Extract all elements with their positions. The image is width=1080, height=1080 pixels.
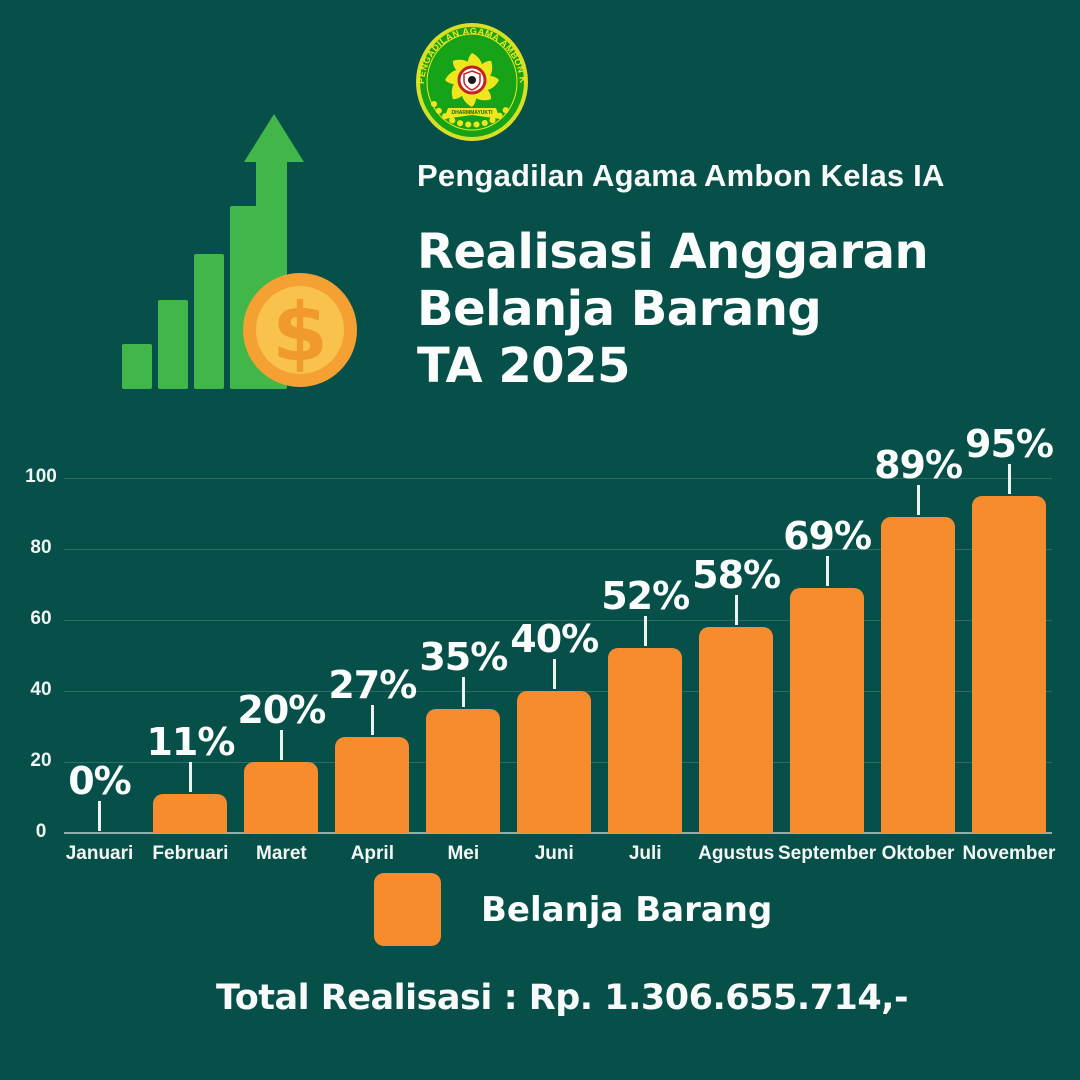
bar-agustus <box>699 627 774 833</box>
y-tick-label: 40 <box>30 679 52 700</box>
value-callout-line <box>916 485 920 516</box>
logo-banner-text: DHARMMAYUKTI <box>452 110 494 116</box>
bar-september <box>790 588 865 833</box>
bar-mei <box>426 708 501 833</box>
value-callout-line <box>734 595 738 626</box>
x-tick-juli: Juli <box>628 843 662 864</box>
value-label-juli: 52% <box>601 574 690 619</box>
gridline <box>64 619 1052 621</box>
gridline <box>64 548 1052 550</box>
chart-legend: Belanja Barang <box>374 873 772 946</box>
x-tick-maret: Maret <box>256 843 307 864</box>
y-tick-label: 20 <box>30 750 52 771</box>
organization-name: Pengadilan Agama Ambon Kelas IA <box>417 158 945 193</box>
bar-november <box>972 495 1046 833</box>
value-callout-line <box>370 705 374 736</box>
bar-juli <box>608 648 683 833</box>
value-label-januari: 0% <box>68 759 132 803</box>
x-tick-november: November <box>962 843 1056 864</box>
title-line-3: TA 2025 <box>417 338 630 394</box>
bar-maret <box>244 762 319 833</box>
value-label-september: 69% <box>783 514 872 559</box>
total-label: Total Realisasi : <box>216 978 518 1018</box>
x-tick-februari: Februari <box>152 843 229 864</box>
total-realization: Total Realisasi : Rp. 1.306.655.714,- <box>22 978 1080 1018</box>
x-axis-line <box>64 832 1052 834</box>
bar-chart: 0 20 40 60 80 100 0% Januari 11% Februari 20% Maret… <box>0 422 1080 880</box>
value-callout-line <box>825 556 829 587</box>
x-tick-mei: Mei <box>447 843 480 864</box>
x-tick-agustus: Agustus <box>698 843 775 864</box>
value-label-oktober: 89% <box>874 443 963 488</box>
bar-februari <box>153 793 228 833</box>
court-seal-logo: PENGADILAN AGAMA AMBON KLAS I A DHARMMAY… <box>410 22 528 141</box>
value-label-juni: 40% <box>510 617 599 661</box>
x-tick-september: September <box>777 843 877 864</box>
value-callout-line <box>98 801 101 831</box>
value-callout-line <box>279 730 283 760</box>
legend-swatch <box>374 873 441 946</box>
x-tick-juni: Juni <box>534 843 574 864</box>
growth-chart-icon: $ <box>122 114 357 389</box>
logo-banner <box>444 108 500 119</box>
value-callout-line <box>1007 463 1011 494</box>
y-tick-label: 100 <box>25 466 57 487</box>
y-tick-label: 60 <box>30 608 52 629</box>
value-label-november: 95% <box>965 421 1054 466</box>
value-label-maret: 20% <box>237 688 326 732</box>
value-label-agustus: 58% <box>692 553 781 598</box>
bar-oktober <box>881 517 956 833</box>
legend-label: Belanja Barang <box>481 889 773 930</box>
title-line-1: Realisasi Anggaran <box>417 224 929 280</box>
y-tick-label: 80 <box>30 537 52 558</box>
x-tick-januari: Januari <box>65 843 134 864</box>
bar-juni <box>517 691 592 833</box>
value-label-april: 27% <box>328 663 417 708</box>
logo-bead-chain <box>431 101 513 128</box>
y-tick-label: 0 <box>35 821 47 842</box>
total-value: Rp. 1.306.655.714,- <box>528 978 909 1018</box>
bar-april <box>335 737 410 833</box>
x-tick-april: April <box>350 843 394 864</box>
gridline <box>64 477 1052 479</box>
value-callout-line <box>188 761 192 792</box>
svg-text:$: $ <box>272 286 328 379</box>
growth-bars-icon <box>122 206 260 389</box>
value-callout-line <box>552 659 556 689</box>
title-line-2: Belanja Barang <box>417 281 822 337</box>
dollar-coin-icon: $ <box>243 273 357 387</box>
page-title: Realisasi Anggaran Belanja Barang TA 202… <box>417 224 1017 395</box>
value-label-mei: 35% <box>419 634 508 679</box>
x-tick-oktober: Oktober <box>881 843 955 864</box>
value-callout-line <box>643 616 647 647</box>
value-label-februari: 11% <box>146 719 235 764</box>
value-callout-line <box>461 676 465 707</box>
